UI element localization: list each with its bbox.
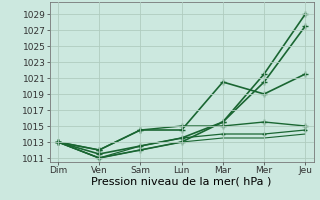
X-axis label: Pression niveau de la mer( hPa ): Pression niveau de la mer( hPa ) — [92, 177, 272, 187]
